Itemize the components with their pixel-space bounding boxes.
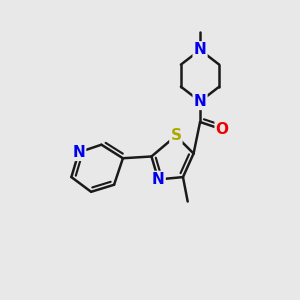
Text: N: N xyxy=(152,172,165,187)
Text: N: N xyxy=(194,42,206,57)
Text: N: N xyxy=(194,94,206,109)
Text: O: O xyxy=(216,122,229,137)
Text: N: N xyxy=(72,145,85,160)
Text: S: S xyxy=(170,128,182,143)
